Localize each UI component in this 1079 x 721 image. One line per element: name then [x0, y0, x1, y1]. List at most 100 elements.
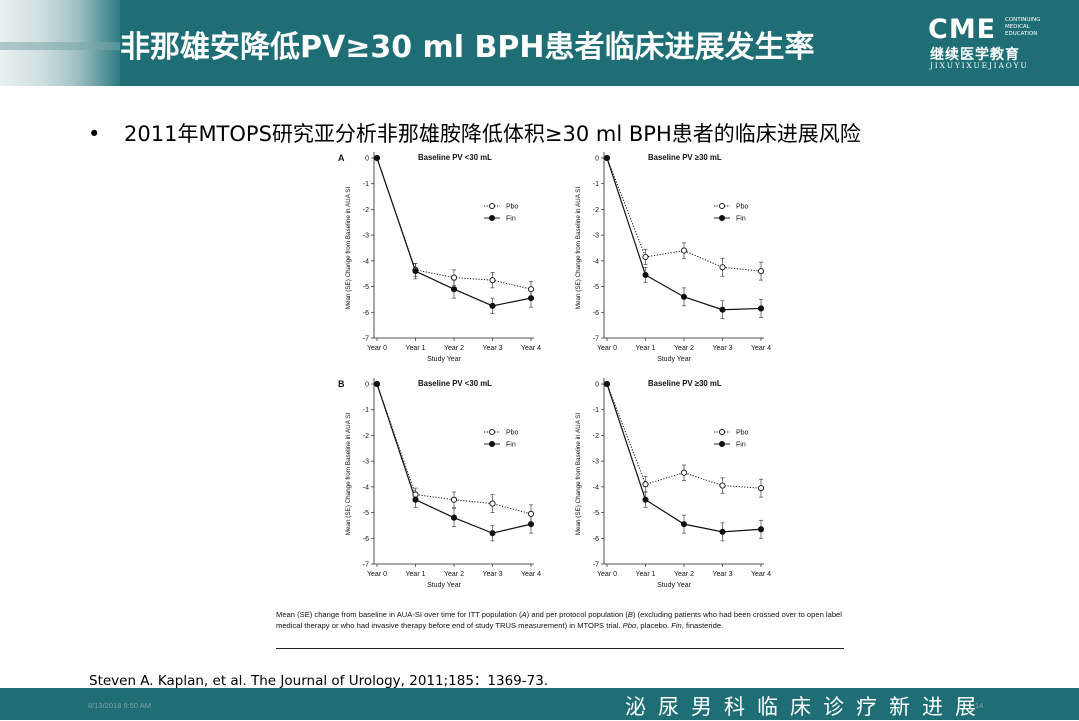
data-point [642, 481, 649, 488]
x-axis-label: Study Year [427, 582, 462, 589]
legend-marker [718, 428, 726, 436]
y-tick-label: -4 [593, 258, 599, 265]
data-point [719, 482, 726, 489]
x-tick-label: Year 3 [483, 571, 503, 578]
x-tick-label: Year 1 [636, 571, 656, 578]
data-point [719, 528, 726, 535]
y-tick-label: -3 [363, 233, 369, 240]
x-tick-label: Year 0 [367, 345, 387, 352]
x-tick-label: Year 0 [367, 571, 387, 578]
series-line [606, 383, 762, 533]
chart-panel: 0 -1 -2 -3 -4 -5 -6 -7 Year 0 Year 1 Year 2 Year 3 Y… [338, 152, 541, 363]
data-point [719, 306, 726, 313]
y-tick-label: -7 [363, 562, 369, 569]
y-tick-label: -1 [363, 181, 369, 188]
data-point [757, 485, 765, 492]
y-tick-label: -6 [593, 310, 599, 317]
y-axis-label: Mean (SE) Change from Baseline in AUA SI [575, 186, 582, 309]
panel-label: B [338, 379, 345, 389]
data-point [642, 271, 649, 279]
y-tick-label: -5 [593, 510, 599, 517]
data-point [412, 491, 419, 498]
y-tick-label: 0 [365, 382, 369, 389]
data-point [719, 264, 726, 271]
caption-text: Fin [671, 621, 682, 630]
data-point [412, 268, 419, 275]
data-point [603, 380, 611, 388]
x-tick-label: Year 2 [444, 571, 464, 578]
data-point [680, 469, 688, 476]
x-tick-label: Year 3 [483, 345, 503, 352]
figure-caption: Mean (SE) change from baseline in AUA-SI… [276, 609, 848, 631]
chart-panel: 0 -1 -2 -3 -4 -5 -6 -7 Year 0 Year 1 Year 2 Year 3 Y… [575, 378, 771, 589]
legend-label: Fin [506, 216, 516, 223]
data-point [680, 293, 688, 300]
y-tick-label: -1 [363, 407, 369, 414]
data-point [450, 274, 458, 281]
y-tick-label: -5 [363, 510, 369, 517]
cme-logo-text: CME [928, 14, 997, 45]
caption-text: A [521, 610, 527, 619]
data-point [642, 253, 649, 261]
legend-marker [718, 202, 726, 210]
cme-logo-line: MEDICAL [1005, 24, 1030, 30]
data-point [757, 526, 765, 533]
y-tick-label: -2 [363, 433, 369, 440]
y-axis-label: Mean (SE) Change from Baseline in AUA SI [345, 412, 352, 535]
cme-logo: CME CONTINUING MEDICAL EDUCATION 继续医学教育 … [928, 14, 1068, 74]
data-point [757, 305, 765, 312]
caption-text: ) and per protocol population ( [526, 610, 628, 619]
y-axis-label: Mean (SE) Change from Baseline in AUA SI [345, 186, 352, 309]
y-tick-label: -4 [593, 484, 599, 491]
series-line [376, 383, 532, 515]
y-tick-label: -4 [363, 258, 369, 265]
y-tick-label: -2 [363, 207, 369, 214]
series-line [606, 157, 762, 272]
x-axis-label: Study Year [657, 582, 692, 589]
chart-title: Baseline PV <30 mL [418, 379, 492, 388]
data-point [489, 277, 496, 284]
data-point [642, 496, 649, 503]
legend-label: Fin [736, 442, 746, 449]
data-point [450, 286, 458, 293]
bullet-text: 2011年MTOPS研究亚分析非那雄胺降低体积≥30 ml BPH患者的临床进展… [124, 122, 861, 146]
x-tick-label: Year 4 [521, 345, 541, 352]
data-point [489, 530, 496, 537]
caption-text: , placebo. [636, 621, 672, 630]
y-tick-label: -5 [593, 284, 599, 291]
y-tick-label: -5 [363, 284, 369, 291]
y-tick-label: -7 [593, 562, 599, 569]
x-tick-label: Year 2 [674, 571, 694, 578]
x-tick-label: Year 2 [674, 345, 694, 352]
slide-footer: 8/13/2018 9:50 AM 泌尿男科临床诊疗新进展 14 [0, 688, 1079, 720]
data-point [412, 496, 419, 503]
y-tick-label: 0 [365, 156, 369, 163]
bullet-marker: • [88, 122, 101, 146]
series-line [606, 157, 762, 311]
legend-label: Pbo [506, 204, 519, 211]
figure-panels: 0 -1 -2 -3 -4 -5 -6 -7 Year 0 Year 1 Year 2 Year 3 Y… [338, 152, 771, 589]
data-point [680, 247, 688, 254]
x-tick-label: Year 3 [713, 571, 733, 578]
caption-text: Mean (SE) change from baseline in AUA-SI… [276, 610, 522, 619]
panel-label: A [338, 153, 345, 163]
chart-title: Baseline PV <30 mL [418, 153, 492, 162]
x-tick-label: Year 0 [597, 571, 617, 578]
y-tick-label: -6 [363, 536, 369, 543]
data-point [603, 154, 611, 162]
legend-marker [488, 214, 496, 222]
y-tick-label: -3 [593, 459, 599, 466]
legend-marker [488, 428, 496, 436]
legend-label: Pbo [736, 430, 749, 437]
cme-logo-subtext: CONTINUING MEDICAL EDUCATION [1005, 17, 1040, 38]
header-waterfall-image [0, 0, 120, 86]
cme-logo-chinese: 继续医学教育 [930, 47, 1020, 63]
chart-panel: 0 -1 -2 -3 -4 -5 -6 -7 Year 0 Year 1 Year 2 Year 3 Y… [575, 152, 771, 363]
data-point [489, 500, 496, 507]
slide-number: 14 [975, 701, 984, 710]
slide-title: 非那雄安降低PV≥30 ml BPH患者临床进展发生率 [120, 30, 815, 65]
x-tick-label: Year 1 [406, 345, 426, 352]
y-tick-label: -2 [593, 207, 599, 214]
chart-panel: 0 -1 -2 -3 -4 -5 -6 -7 Year 0 Year 1 Year 2 Year 3 Y… [338, 378, 541, 589]
y-tick-label: -7 [363, 336, 369, 343]
